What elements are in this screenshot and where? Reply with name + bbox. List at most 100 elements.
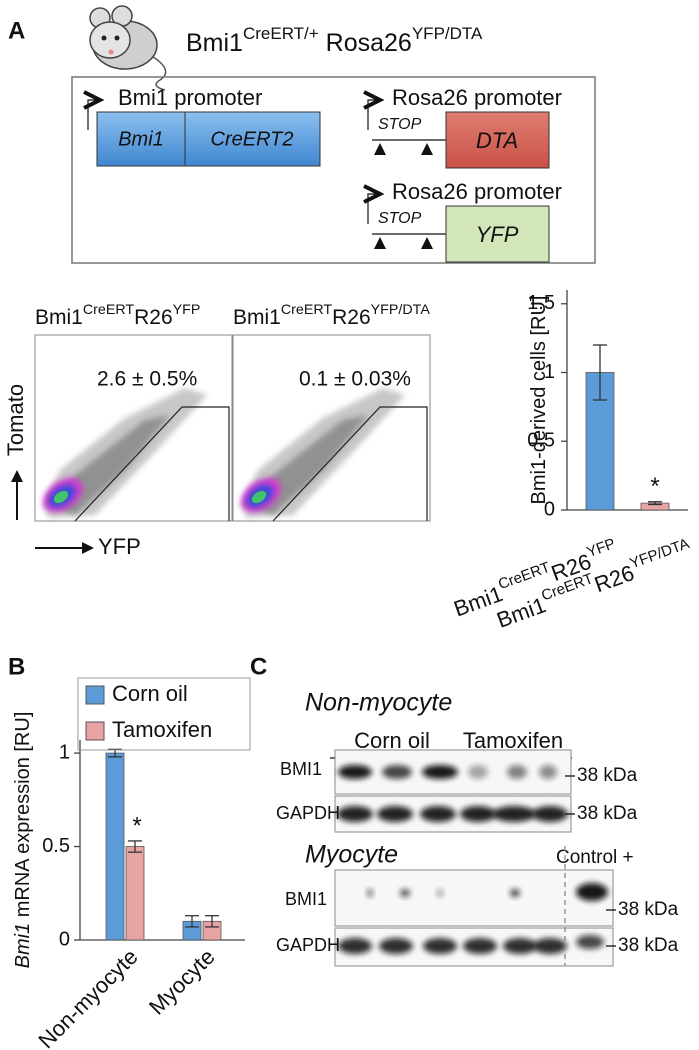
text-segment: CreERT/+ <box>243 24 319 43</box>
promoter-label: Rosa26 promoter <box>392 179 562 204</box>
stop-label: STOP <box>378 210 422 227</box>
genotype-title: Bmi1CreERT/+ Rosa26YFP/DTA <box>186 24 483 57</box>
x-tick-label: Non-myocyte <box>33 944 142 1050</box>
flow-annotation: 2.6 ± 0.5% <box>97 368 197 391</box>
error-bar <box>185 915 199 928</box>
y-tick-label: 0.5 <box>527 430 555 452</box>
loxp-site <box>421 237 433 249</box>
blot-band <box>492 806 536 822</box>
mouse-eye <box>101 35 107 41</box>
legend-frame <box>77 677 251 751</box>
promoter-line <box>87 99 98 130</box>
text-segment: CreERT <box>281 302 333 318</box>
loxp-site <box>374 237 386 249</box>
flow-density <box>251 490 267 504</box>
blot-band <box>382 765 412 779</box>
blot-band <box>423 938 457 954</box>
blot-row-label: GAPDH <box>276 935 340 955</box>
text-segment: Bmi1 <box>233 306 281 329</box>
blot-band <box>337 806 373 822</box>
flow-gate <box>272 406 428 522</box>
mouse-eye <box>114 35 120 41</box>
blot-band <box>338 938 372 954</box>
error-bar <box>648 501 662 506</box>
blot-group-label: Corn oil <box>354 728 430 753</box>
blot-band <box>437 889 443 897</box>
blot-band <box>468 765 488 779</box>
blot-band <box>400 889 410 897</box>
text-segment: CreERT <box>83 302 135 318</box>
blot-band <box>576 935 604 949</box>
blot-title: Myocyte <box>305 841 398 869</box>
gene-box <box>184 111 321 167</box>
significance-mark: * <box>650 473 659 500</box>
promoter-label: Bmi1 promoter <box>118 85 262 110</box>
blot-band <box>533 938 567 954</box>
axis-arrow-head <box>82 542 94 554</box>
construct-frame <box>71 76 596 264</box>
text-segment: YFP <box>585 536 618 562</box>
axis-arrow-head <box>11 470 23 482</box>
blot-frame <box>334 795 572 833</box>
legend-label: Corn oil <box>112 681 188 706</box>
promoter-arrow <box>363 184 385 204</box>
flow-title: Bmi1CreERTR26YFP/DTA <box>233 302 430 329</box>
flow-annotation: 0.1 ± 0.03% <box>299 368 411 391</box>
y-tick-label: 1 <box>544 361 555 383</box>
text-segment: YFP/DTA <box>628 536 692 573</box>
flow-x-label: YFP <box>98 534 141 559</box>
blot-band <box>532 806 568 822</box>
significance-mark: * <box>132 812 141 839</box>
blot-band <box>507 765 527 779</box>
legend-swatch <box>85 685 105 705</box>
blot-row-label: GAPDH <box>276 803 340 823</box>
bar <box>105 752 125 941</box>
error-bar <box>205 915 219 928</box>
marker-label: 38 kDa <box>577 765 638 786</box>
text-segment: Bmi1 <box>186 29 243 57</box>
gene-box <box>445 111 550 169</box>
flow-gate <box>74 406 230 522</box>
flow-y-label: Tomato <box>3 384 28 456</box>
panel-label: C <box>250 653 267 680</box>
gene-label: YFP <box>476 222 519 247</box>
promoter-label: Rosa26 promoter <box>392 85 562 110</box>
gene-label: CreERT2 <box>211 128 294 150</box>
text-segment: Bmi1 <box>12 923 34 969</box>
flow-density <box>53 490 69 504</box>
blot-band <box>367 889 373 897</box>
legend-swatch <box>85 721 105 741</box>
text-segment: YFP/DTA <box>371 302 431 318</box>
gene-box <box>96 111 186 167</box>
y-tick-label: 0 <box>544 498 555 520</box>
blot-control-label: Control + <box>556 847 634 868</box>
y-tick-label: 1 <box>59 741 70 763</box>
flow-title: Bmi1CreERTR26YFP <box>35 302 200 329</box>
gene-label: Bmi1 <box>118 128 164 150</box>
loxp-site <box>374 143 386 155</box>
error-bar <box>128 840 142 853</box>
text-segment: Rosa26 <box>319 29 412 57</box>
blot-band <box>338 765 372 779</box>
y-tick-label: 0.5 <box>42 835 70 857</box>
promoter-line <box>367 99 378 130</box>
mouse-nose <box>108 49 114 55</box>
text-segment: Bmi1 <box>35 306 83 329</box>
text-segment: YFP <box>173 302 201 318</box>
blot-title: Non-myocyte <box>305 689 452 717</box>
blot-band <box>420 806 456 822</box>
blot-band <box>539 765 557 779</box>
blot-row-label: BMI1 <box>285 889 327 909</box>
blot-frame <box>334 869 614 927</box>
blot-band <box>379 938 413 954</box>
y-tick-label: 0 <box>59 928 70 950</box>
x-tick-label: Myocyte <box>144 944 220 1020</box>
promoter-arrow <box>363 90 385 110</box>
error-bar <box>108 748 122 758</box>
gene-box <box>445 205 550 263</box>
y-axis-label: Bmi1 mRNA expression [RU] <box>12 712 34 969</box>
legend-label: Tamoxifen <box>112 717 212 742</box>
marker-label: 38 kDa <box>618 899 679 920</box>
